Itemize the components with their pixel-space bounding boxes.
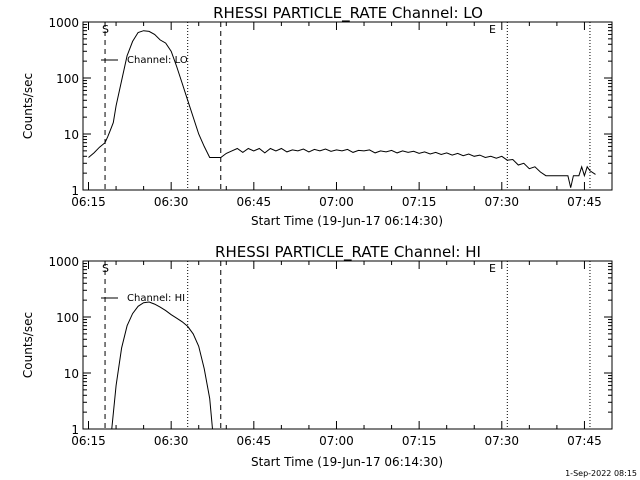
plot-frame (82, 260, 613, 430)
series-line (88, 30, 596, 188)
marker-end-label: E (489, 262, 496, 275)
y-tick-label: 10 (64, 367, 79, 381)
chart-title: RHESSI PARTICLE_RATE Channel: LO (213, 4, 483, 23)
x-tick-label: 06:45 (237, 434, 272, 448)
marker-start-label: S (102, 262, 109, 275)
x-tick-label: 07:00 (319, 434, 354, 448)
x-tick-label: 06:30 (154, 195, 189, 209)
chart-title: RHESSI PARTICLE_RATE Channel: HI (215, 243, 481, 262)
x-tick-label: 06:30 (154, 434, 189, 448)
x-tick-label: 07:45 (567, 195, 602, 209)
marker-lines (104, 22, 591, 190)
panel-hi: RHESSI PARTICLE_RATE Channel: HI 1101001… (21, 243, 613, 469)
legend-label: Channel: HI (127, 293, 185, 304)
x-tick-label: 06:45 (237, 195, 272, 209)
marker-lines (104, 261, 591, 429)
x-tick-label: 07:30 (484, 195, 519, 209)
y-tick-label: 100 (56, 311, 79, 325)
y-tick-label: 1 (71, 184, 79, 198)
footer-stamp: 1-Sep-2022 08:15 (565, 469, 637, 478)
legend-label: Channel: LO (127, 55, 188, 66)
x-tick-label: 07:30 (484, 434, 519, 448)
y-tick-label: 1000 (48, 255, 79, 269)
y-tick-label: 100 (56, 72, 79, 86)
y-tick-label: 1000 (48, 16, 79, 30)
plot-frame (82, 21, 613, 191)
marker-start-label: S (102, 23, 109, 36)
x-tick-label: 06:15 (71, 195, 106, 209)
x-axis-label: Start Time (19-Jun-17 06:14:30) (251, 214, 443, 228)
y-tick-label: 10 (64, 128, 79, 142)
axis-ticks: 1 10 100 1000 06:15 06:30 06:45 07:00 07:15 07:30… (48, 16, 613, 209)
x-tick-label: 06:15 (71, 434, 106, 448)
y-axis-label: Counts/sec (21, 312, 35, 378)
panel-lo: RHESSI PARTICLE_RATE Channel: LO 1101001… (21, 4, 613, 228)
y-axis-label: Counts/sec (21, 73, 35, 139)
series-group (111, 301, 213, 429)
x-tick-label: 07:45 (567, 434, 602, 448)
series-group (88, 30, 596, 188)
x-tick-label: 07:00 (319, 195, 354, 209)
x-tick-label: 07:15 (402, 434, 437, 448)
series-line (111, 301, 213, 429)
x-tick-label: 07:15 (402, 195, 437, 209)
y-tick-label: 1 (71, 423, 79, 437)
x-axis-label: Start Time (19-Jun-17 06:14:30) (251, 455, 443, 469)
axis-ticks: 1 10 100 1000 06:15 06:30 06:45 07:00 07:15 07:30… (48, 255, 613, 448)
marker-end-label: E (489, 23, 496, 36)
